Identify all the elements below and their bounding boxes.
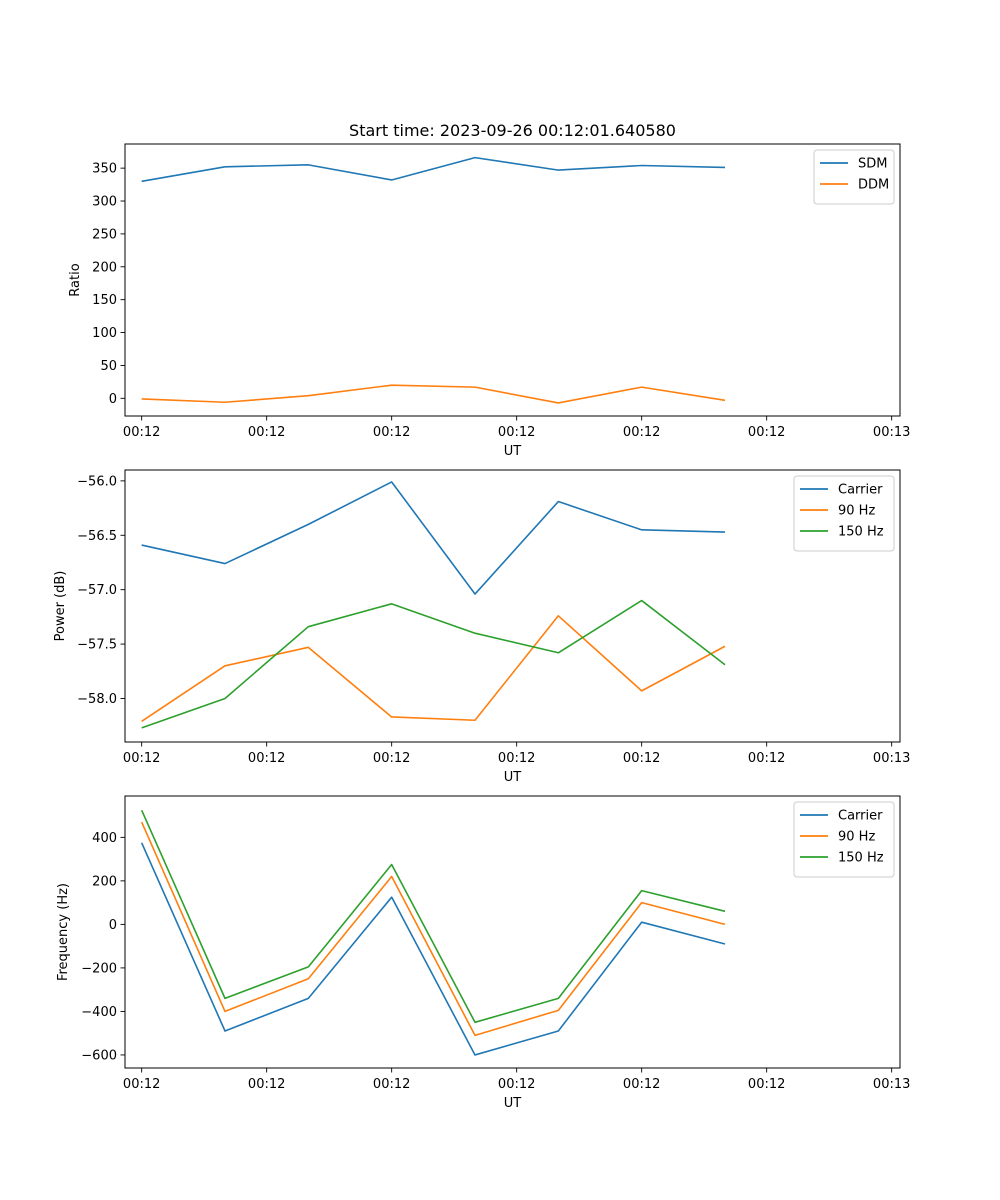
frequency-y-tick-label: −400 — [81, 1005, 117, 1020]
frequency-y-tick-label: −600 — [81, 1048, 117, 1063]
frequency-legend-box — [793, 801, 895, 878]
ratio-x-tick-label: 00:12 — [748, 425, 785, 440]
ratio-y-tick-label: 100 — [92, 326, 117, 341]
power-y-tick-label: −56.5 — [77, 529, 117, 544]
frequency-x-tick-label: 00:12 — [498, 1077, 535, 1092]
subplot-ratio: 00:12 00:12 00:12 00:12 00:12 00:12 00:13 0 50 10… — [68, 143, 910, 459]
ratio-series-line-ddm — [141, 384, 726, 404]
power-legend-box — [793, 475, 895, 552]
ratio-legend: SDM DDM — [813, 149, 895, 205]
power-x-tick-label: 00:12 — [373, 751, 410, 766]
frequency-x-tick-label: 00:12 — [748, 1077, 785, 1092]
ratio-x-tick-label: 00:12 — [248, 425, 285, 440]
power-x-tick-label: 00:12 — [498, 751, 535, 766]
frequency-y-tick-label: 0 — [109, 918, 117, 933]
ratio-axes-frame — [124, 143, 901, 417]
frequency-series-line-150-hz — [140, 809, 726, 1024]
figure-title: Start time: 2023-09-26 00:12:01.640580 — [349, 121, 676, 140]
power-x-axis-label: UT — [504, 770, 522, 785]
power-y-tick-label: −57.5 — [77, 638, 117, 653]
ratio-x-axis-label: UT — [504, 444, 522, 459]
power-y-tick-label: −57.0 — [77, 583, 117, 598]
power-legend-label: 90 Hz — [838, 504, 875, 519]
subplot-power: 00:12 00:12 00:12 00:12 00:12 00:12 00:13 −58.0… — [53, 469, 910, 785]
power-x-tick-label: 00:12 — [123, 751, 160, 766]
frequency-x-tick-label: 00:12 — [123, 1077, 160, 1092]
frequency-x-tick-label: 00:12 — [373, 1077, 410, 1092]
ratio-y-tick-label: 250 — [92, 227, 117, 242]
ratio-series-line-sdm — [141, 156, 726, 183]
power-legend-label: Carrier — [838, 483, 883, 498]
ratio-y-tick-label: 50 — [100, 359, 117, 374]
power-x-tick-label: 00:12 — [248, 751, 285, 766]
frequency-axes-frame — [124, 795, 901, 1069]
ratio-x-tick-label: 00:12 — [498, 425, 535, 440]
frequency-legend-label: Carrier — [838, 809, 883, 824]
frequency-legend-label: 90 Hz — [838, 830, 875, 845]
ratio-y-tick-label: 150 — [92, 293, 117, 308]
power-x-tick-label: 00:12 — [748, 751, 785, 766]
power-series-line-90-hz — [141, 614, 726, 722]
ratio-y-tick-label: 300 — [92, 195, 117, 210]
ratio-y-tick-label: 0 — [109, 392, 117, 407]
ratio-y-axis-label: Ratio — [68, 263, 83, 296]
frequency-x-tick-label: 00:12 — [623, 1077, 660, 1092]
power-series-line-carrier — [141, 481, 726, 595]
subplot-frequency: 00:12 00:12 00:12 00:12 00:12 00:12 00:13 −600 −… — [56, 795, 910, 1111]
ratio-x-tick-label: 00:12 — [623, 425, 660, 440]
frequency-legend: Carrier 90 Hz 150 Hz — [793, 801, 895, 878]
power-legend-label: 150 Hz — [838, 525, 884, 540]
frequency-series-line-carrier — [140, 842, 726, 1056]
frequency-y-tick-label: 200 — [92, 874, 117, 889]
power-legend: Carrier 90 Hz 150 Hz — [793, 475, 895, 552]
frequency-x-axis-label: UT — [504, 1096, 522, 1111]
frequency-x-tick-label: 00:13 — [873, 1077, 910, 1092]
ratio-x-tick-label: 00:12 — [123, 425, 160, 440]
ratio-x-tick-label: 00:12 — [373, 425, 410, 440]
power-y-axis-label: Power (dB) — [53, 571, 68, 642]
ratio-legend-label: SDM — [858, 157, 887, 172]
power-x-tick-label: 00:12 — [623, 751, 660, 766]
power-series-line-150-hz — [141, 599, 726, 729]
power-y-tick-label: −56.0 — [77, 474, 117, 489]
ratio-x-tick-label: 00:13 — [873, 425, 910, 440]
frequency-y-tick-label: 400 — [92, 831, 117, 846]
ratio-y-tick-label: 350 — [92, 162, 117, 177]
frequency-y-tick-label: −200 — [81, 961, 117, 976]
power-axes-frame — [124, 469, 901, 743]
frequency-x-tick-label: 00:12 — [248, 1077, 285, 1092]
ratio-y-tick-label: 200 — [92, 260, 117, 275]
power-y-tick-label: −58.0 — [77, 692, 117, 707]
frequency-y-axis-label: Frequency (Hz) — [56, 883, 71, 981]
frequency-legend-label: 150 Hz — [838, 851, 884, 866]
ratio-legend-label: DDM — [858, 178, 889, 193]
frequency-series-line-90-hz — [140, 821, 726, 1037]
power-x-tick-label: 00:13 — [873, 751, 910, 766]
